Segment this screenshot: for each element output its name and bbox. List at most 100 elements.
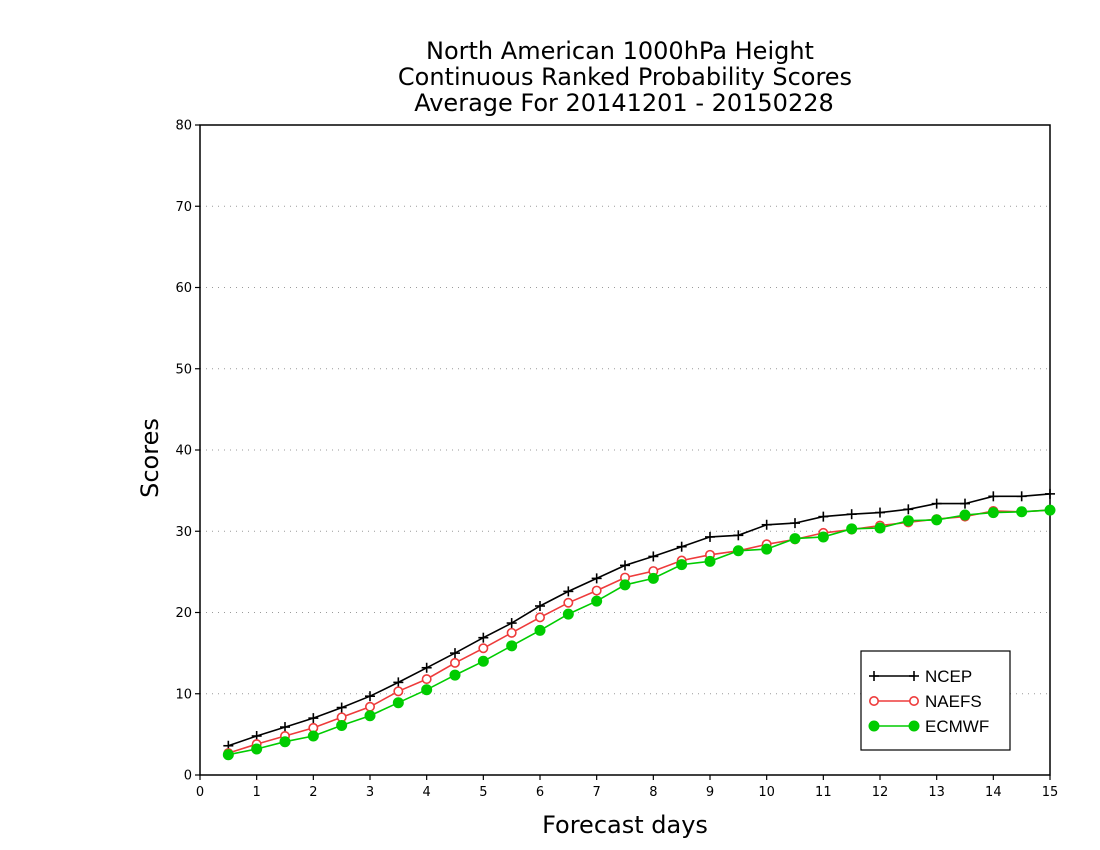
- data-point-ecmwf: [902, 515, 914, 527]
- y-axis-title: Scores: [136, 418, 164, 498]
- data-point-ecmwf: [449, 669, 461, 681]
- x-tick-label: 13: [928, 785, 945, 800]
- data-point-ecmwf: [591, 595, 603, 607]
- data-point-ncep: [421, 662, 432, 673]
- title-line-3: Average For 20141201 - 20150228: [414, 89, 834, 117]
- data-point-ecmwf: [562, 608, 574, 620]
- y-tick-label: 0: [184, 769, 192, 784]
- x-tick-label: 9: [706, 785, 714, 800]
- data-point-ecmwf: [392, 697, 404, 709]
- data-point-ncep: [733, 530, 744, 541]
- y-tick-label: 60: [175, 281, 192, 296]
- data-point-naefs: [563, 597, 574, 608]
- data-point-naefs: [449, 657, 460, 668]
- data-point-naefs: [591, 585, 602, 596]
- data-point-ncep: [478, 632, 489, 643]
- data-point-ecmwf: [1044, 504, 1056, 516]
- data-point-ncep: [903, 504, 914, 515]
- data-point-ecmwf: [959, 509, 971, 521]
- data-point-ecmwf: [817, 531, 829, 543]
- data-point-ecmwf: [732, 545, 744, 557]
- data-point-ncep: [591, 573, 602, 584]
- x-tick-label: 5: [479, 785, 487, 800]
- legend-label-ncep: NCEP: [925, 667, 972, 686]
- data-point-naefs: [506, 627, 517, 638]
- data-point-ncep: [280, 722, 290, 733]
- data-point-ncep: [1045, 488, 1055, 499]
- data-point-ncep: [846, 509, 857, 520]
- data-point-ecmwf: [676, 559, 688, 571]
- data-point-ncep: [790, 518, 800, 529]
- x-tick-label: 7: [593, 785, 601, 800]
- x-tick-label: 0: [196, 785, 204, 800]
- data-point-ecmwf: [307, 730, 319, 742]
- data-point-ncep: [818, 511, 829, 522]
- legend-label-naefs: NAEFS: [925, 692, 982, 711]
- x-tick-label: 10: [758, 785, 775, 800]
- legend: NCEP NAEFS ECMWF: [860, 650, 1011, 751]
- data-point-ecmwf: [987, 507, 999, 519]
- data-point-ncep: [676, 541, 687, 552]
- data-point-ecmwf: [789, 533, 801, 545]
- y-tick-label: 50: [175, 362, 192, 377]
- data-point-ncep: [535, 601, 545, 611]
- data-point-naefs: [393, 686, 404, 697]
- data-point-ncep: [1016, 491, 1027, 502]
- y-tick-label: 70: [175, 200, 192, 215]
- x-tick-label: 4: [423, 785, 431, 800]
- data-point-naefs: [478, 643, 489, 654]
- data-point-naefs: [364, 701, 375, 712]
- data-point-ecmwf: [421, 684, 433, 696]
- y-tick-label: 80: [175, 119, 192, 134]
- data-point-ecmwf: [874, 522, 886, 534]
- data-point-ncep: [393, 677, 404, 688]
- x-tick-label: 11: [815, 785, 832, 800]
- data-point-ecmwf: [534, 624, 546, 636]
- legend-marker: [868, 695, 879, 706]
- data-point-ncep: [620, 560, 630, 571]
- title-line-1: North American 1000hPa Height: [426, 37, 814, 65]
- data-point-ncep: [450, 648, 460, 659]
- legend-label-ecmwf: ECMWF: [925, 717, 989, 736]
- data-point-ncep: [648, 551, 659, 562]
- data-point-naefs: [421, 674, 432, 685]
- y-tick-label: 10: [175, 687, 192, 702]
- title-line-2: Continuous Ranked Probability Scores: [398, 63, 852, 91]
- data-point-ecmwf: [251, 743, 263, 755]
- legend-marker: [869, 671, 879, 681]
- data-point-ncep: [506, 618, 517, 629]
- x-tick-label: 14: [985, 785, 1002, 800]
- series-ncep: [223, 488, 1055, 751]
- grid-lines: [200, 205, 1050, 695]
- data-point-ncep: [308, 713, 319, 724]
- data-point-ecmwf: [1016, 506, 1028, 518]
- x-tick-label: 1: [253, 785, 261, 800]
- data-point-ncep: [365, 691, 375, 702]
- data-point-ecmwf: [336, 719, 348, 731]
- x-tick-label: 6: [536, 785, 544, 800]
- data-point-ncep: [761, 519, 772, 530]
- data-point-ecmwf: [364, 710, 376, 722]
- legend-item-naefs: NAEFS: [868, 692, 982, 711]
- x-tick-label: 3: [366, 785, 374, 800]
- x-axis-title: Forecast days: [542, 811, 708, 839]
- y-tick-label: 40: [175, 444, 192, 459]
- x-tick-label: 12: [872, 785, 889, 800]
- data-point-ecmwf: [761, 543, 773, 555]
- legend-marker: [868, 720, 880, 732]
- data-point-ecmwf: [506, 640, 518, 652]
- data-point-ncep: [988, 491, 999, 502]
- legend-marker: [908, 720, 920, 732]
- data-point-ncep: [960, 498, 970, 509]
- x-tick-label: 8: [649, 785, 657, 800]
- data-point-ecmwf: [846, 523, 858, 535]
- y-tick-label: 20: [175, 606, 192, 621]
- data-point-ncep: [705, 531, 715, 542]
- series-group: [222, 488, 1056, 761]
- data-point-ncep: [336, 702, 347, 713]
- series-ecmwf: [222, 504, 1056, 761]
- data-point-ecmwf: [704, 555, 716, 567]
- data-point-ecmwf: [647, 572, 659, 584]
